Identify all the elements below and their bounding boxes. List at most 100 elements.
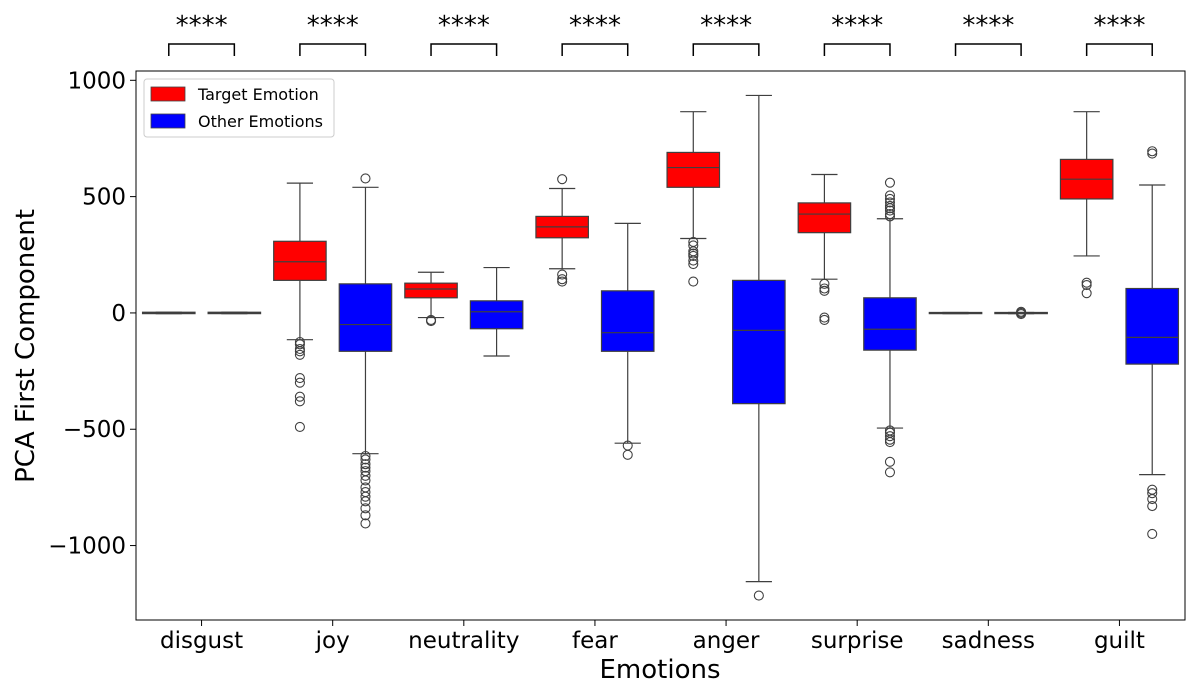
outlier-point — [1147, 488, 1158, 499]
outlier-point — [884, 205, 896, 216]
outlier-point — [884, 190, 896, 201]
outlier-point — [884, 203, 896, 214]
outlier-point — [688, 240, 699, 251]
outlier-point — [688, 248, 699, 259]
y-tick-label: 1000 — [67, 68, 126, 94]
outlier-point — [1016, 309, 1027, 320]
outlier-point — [557, 174, 568, 185]
outlier-point — [688, 259, 699, 270]
box-anger-other — [732, 94, 786, 601]
outlier-point — [884, 431, 896, 442]
outlier-point — [294, 391, 305, 402]
box-iqr — [732, 279, 786, 405]
box-iqr — [1125, 287, 1180, 365]
legend-swatch-other — [150, 113, 186, 129]
outlier-point — [688, 276, 699, 287]
x-tick-label: joy — [315, 628, 350, 654]
significance-label: **** — [700, 11, 752, 41]
legend-label-target: Target Emotion — [197, 85, 319, 104]
box-disgust-target — [141, 311, 196, 315]
x-tick-label: disgust — [160, 628, 243, 654]
outlier-point — [294, 396, 305, 407]
outlier-point — [1147, 148, 1158, 159]
y-tick-label: 0 — [111, 301, 126, 327]
x-tick-label: fear — [572, 628, 618, 654]
outlier-point — [294, 346, 305, 357]
outlier-point — [884, 177, 896, 188]
box-iqr — [600, 290, 655, 352]
y-tick-label: −500 — [63, 417, 126, 443]
plot-frame — [135, 70, 1186, 621]
significance-bracket — [168, 43, 236, 56]
outlier-point — [557, 276, 568, 287]
box-joy-other — [338, 173, 393, 529]
significance-label: **** — [438, 11, 490, 41]
legend-swatch-target — [150, 86, 186, 102]
outlier-point — [360, 475, 371, 486]
x-tick-label: neutrality — [408, 628, 519, 654]
outlier-point — [819, 283, 830, 294]
box-iqr — [404, 282, 458, 299]
significance-bracket — [430, 43, 498, 56]
y-axis-title: PCA First Component — [11, 209, 41, 483]
significance-label: **** — [962, 11, 1014, 41]
significance-bracket — [561, 43, 629, 56]
significance-bracket — [692, 43, 760, 56]
outlier-point — [884, 456, 896, 467]
x-tick-label: anger — [693, 628, 760, 654]
outlier-point — [819, 278, 830, 289]
outlier-point — [360, 496, 371, 507]
significance-label: **** — [569, 11, 621, 41]
outlier-point — [360, 491, 371, 502]
box-anger-target — [666, 111, 721, 287]
outlier-point — [360, 503, 371, 514]
outlier-point — [294, 377, 305, 388]
outlier-point — [557, 274, 568, 285]
outlier-point — [884, 467, 896, 478]
box-surprise-other — [863, 177, 917, 478]
outlier-point — [688, 250, 699, 261]
outlier-point — [1147, 528, 1158, 539]
box-iqr — [666, 151, 721, 188]
y-tick-label: −1000 — [48, 534, 126, 560]
significance-label: **** — [831, 11, 883, 41]
box-surprise-target — [797, 173, 852, 325]
significance-bracket — [299, 43, 367, 56]
outlier-point — [360, 450, 371, 462]
outlier-point — [884, 200, 896, 211]
x-axis-title: Emotions — [599, 655, 720, 685]
box-iqr — [469, 300, 524, 330]
box-neutrality-other — [469, 266, 524, 357]
box-sadness-other — [994, 306, 1048, 320]
significance-label: **** — [307, 11, 359, 41]
outlier-point — [1081, 277, 1092, 288]
outlier-point — [425, 316, 437, 327]
significance-label: **** — [1093, 11, 1145, 41]
outlier-point — [557, 269, 568, 280]
outlier-point — [819, 285, 830, 296]
box-iqr — [797, 202, 852, 234]
outlier-point — [360, 173, 371, 184]
outlier-point — [688, 255, 699, 266]
box-neutrality-target — [404, 271, 458, 327]
outlier-point — [294, 343, 305, 355]
outlier-point — [884, 434, 896, 445]
outlier-point — [294, 349, 305, 360]
legend-frame — [143, 78, 335, 138]
outlier-point — [360, 510, 371, 521]
x-tick-label: sadness — [942, 628, 1035, 654]
x-tick-label: surprise — [811, 628, 904, 654]
outlier-point — [294, 421, 305, 432]
box-joy-target — [273, 182, 327, 432]
box-iqr — [273, 240, 327, 281]
significance-bracket — [954, 43, 1022, 56]
outlier-point — [753, 590, 764, 601]
significance-label: **** — [176, 11, 228, 41]
outlier-point — [1081, 288, 1092, 299]
x-tick-label: guilt — [1094, 628, 1145, 654]
outlier-point — [884, 209, 896, 220]
box-sadness-target — [928, 311, 983, 315]
y-axis: 1000 500 0 −500 −1000 — [48, 68, 136, 560]
outlier-point — [360, 462, 371, 473]
